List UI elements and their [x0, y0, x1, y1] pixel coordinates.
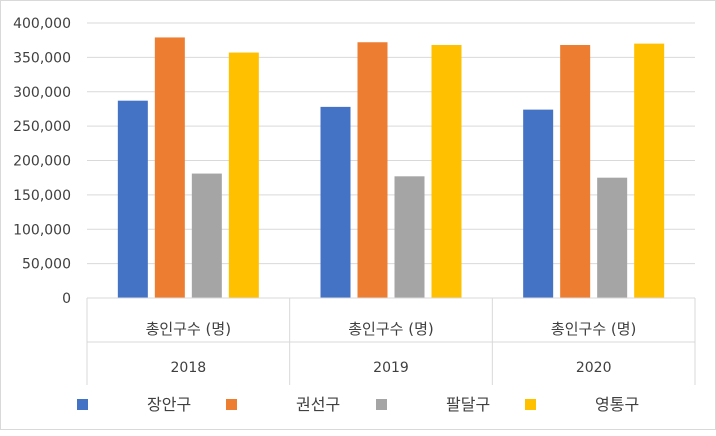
legend-label: 영통구 — [595, 395, 639, 414]
category-label: 총인구수 (명) — [348, 320, 433, 338]
bar-권선구-2020 — [560, 45, 591, 298]
legend-swatch — [77, 399, 88, 410]
y-tick-label: 150,000 — [13, 188, 71, 204]
legend: 장안구 권선구 팔달구 영통구 — [77, 395, 639, 414]
y-tick-label: 350,000 — [13, 50, 71, 66]
legend-swatch — [525, 399, 536, 410]
bar-팔달구-2018 — [191, 173, 222, 298]
year-label: 2018 — [171, 360, 207, 376]
y-tick-label: 0 — [62, 291, 71, 307]
bar-영통구-2018 — [228, 52, 259, 298]
bar-장안구-2019 — [320, 106, 351, 298]
year-label: 2020 — [576, 360, 612, 376]
year-label: 2019 — [373, 360, 409, 376]
y-tick-label: 250,000 — [13, 119, 71, 135]
bars — [117, 37, 665, 298]
bar-권선구-2019 — [357, 42, 388, 298]
legend-swatch — [376, 399, 387, 410]
bar-장안구-2018 — [117, 100, 148, 298]
y-tick-label: 50,000 — [22, 257, 71, 273]
y-axis-ticks: 0 50,000 100,000 150,000 200,000 250,000 300,0… — [13, 16, 71, 307]
y-tick-label: 300,000 — [13, 85, 71, 101]
gridlines — [87, 22, 695, 299]
bar-영통구-2020 — [634, 43, 665, 298]
legend-label: 장안구 — [147, 395, 191, 414]
y-tick-label: 400,000 — [13, 16, 71, 32]
category-label: 총인구수 (명) — [551, 320, 636, 338]
legend-swatch — [226, 399, 237, 410]
bar-팔달구-2020 — [597, 177, 628, 298]
bar-장안구-2020 — [523, 109, 554, 298]
y-tick-label: 100,000 — [13, 222, 71, 238]
x-axis-categories: 총인구수 (명) 2018 총인구수 (명) 2019 총인구수 (명) 2020 — [86, 297, 696, 385]
y-tick-label: 200,000 — [13, 154, 71, 170]
category-label: 총인구수 (명) — [146, 320, 231, 338]
bar-팔달구-2019 — [394, 176, 425, 298]
legend-label: 팔달구 — [446, 395, 490, 414]
bar-영통구-2019 — [431, 45, 462, 298]
bar-권선구-2018 — [154, 37, 185, 298]
legend-label: 권선구 — [296, 395, 340, 414]
